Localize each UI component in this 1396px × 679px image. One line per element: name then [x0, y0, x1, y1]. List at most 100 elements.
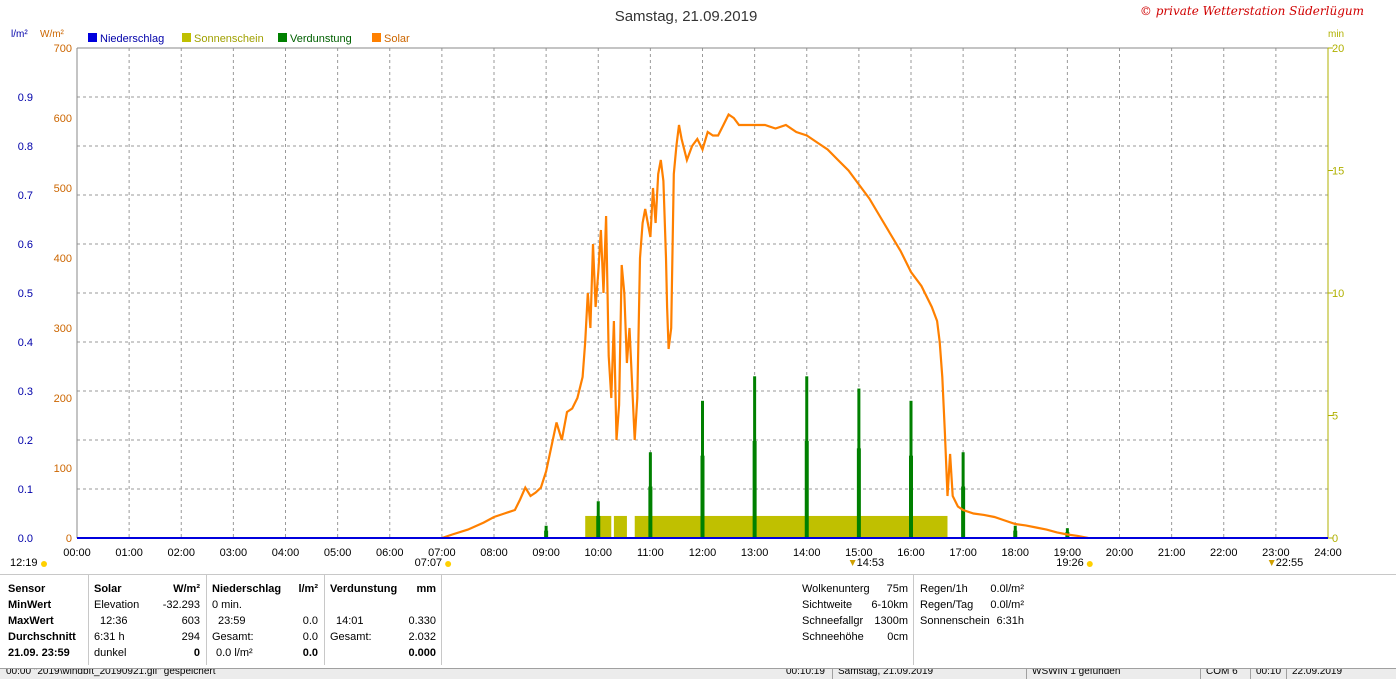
- y-left-tick-label: 0.0: [18, 533, 33, 545]
- legend-swatch: [182, 33, 191, 42]
- rain-value: 0.0: [302, 647, 318, 659]
- evaporation-bar-core: [596, 515, 601, 538]
- x-tick-label: 18:00: [1001, 547, 1029, 559]
- y-left-tick-label: 0.3: [18, 386, 33, 398]
- weather-label: Schneehöhe: [802, 631, 864, 643]
- x-tick-label: 15:00: [845, 547, 873, 559]
- sensor-row: Durchschnitt: [8, 631, 76, 643]
- evaporation-bar-core: [909, 455, 913, 538]
- y-solar-tick-label: 300: [54, 323, 72, 335]
- sun-marker-icon: [41, 561, 47, 567]
- solar-line: [441, 112, 1089, 540]
- sensor-row: MinWert: [8, 599, 52, 611]
- y-solar-tick-label: 500: [54, 183, 72, 195]
- tick-labels: 00:00 01:00 02:00 03:00 04:00 05:00 06:00 07:00…: [18, 43, 1345, 559]
- evaporation-bar-core: [700, 455, 705, 538]
- y-solar-tick-label: 100: [54, 463, 72, 475]
- right-unit: min: [1328, 29, 1344, 40]
- y-right-tick-label: 20: [1332, 43, 1344, 55]
- y-solar-tick-label: 0: [66, 533, 72, 545]
- y-solar-tick-label: 700: [54, 43, 72, 55]
- legend-swatch: [278, 33, 287, 42]
- rainstat-value: 0.0l/m²: [990, 583, 1024, 595]
- y-solar-tick-label: 200: [54, 393, 72, 405]
- evap-column: Verdunstung mm 14:01 0.330 Gesamt: 2.032 0.…: [330, 581, 436, 661]
- solar-column: Solar W/m² Elevation -32.293 12:36 603 6:31…: [94, 581, 200, 661]
- marker-label: 19:26: [1056, 557, 1084, 569]
- x-tick-label: 11:00: [637, 547, 664, 559]
- x-tick-label: 00:00: [63, 547, 91, 559]
- y-left-tick-label: 0.4: [18, 337, 33, 349]
- evap-unit-label: mm: [416, 583, 436, 595]
- sensor-column: Sensor MinWert MaxWert Durchschnitt 21.0…: [8, 581, 88, 661]
- rain-value: 0.0: [302, 615, 318, 627]
- solar-label: 6:31 h: [94, 631, 125, 643]
- rain-unit-label: l/m²: [298, 583, 318, 595]
- weather-value: 6-10km: [871, 599, 908, 611]
- status-port: COM 6: [1206, 668, 1238, 677]
- evaporation-bars: [544, 376, 1070, 538]
- evap-label: Gesamt:: [330, 631, 372, 643]
- evaporation-bar-core: [856, 448, 861, 538]
- time-markers: 12:19 07:07 14:53 19:26 22:55: [10, 557, 1303, 569]
- y-left-tick-label: 0.6: [18, 239, 33, 251]
- rain-column: Niederschlag l/m² 0 min. 23:59 0.0 Gesamt:…: [212, 581, 318, 661]
- weather-value: 0cm: [887, 631, 908, 643]
- y-left-tick-label: 0.1: [18, 484, 33, 496]
- rainstat-value: 6:31h: [996, 615, 1024, 627]
- y-solar-tick-label: 600: [54, 113, 72, 125]
- sensor-title: Sensor: [8, 583, 46, 595]
- sunshine-bar: [613, 515, 627, 538]
- y-left-tick-label: 0.9: [18, 92, 33, 104]
- x-tick-label: 06:00: [376, 547, 404, 559]
- solar-label: Elevation: [94, 599, 140, 611]
- rain-label: 0 min.: [212, 599, 242, 611]
- weather-label: Sichtweite: [802, 599, 853, 611]
- x-tick-label: 12:00: [689, 547, 717, 559]
- status-device: WSWIN 1 gefunden: [1032, 668, 1121, 677]
- x-tick-label: 07:00: [428, 547, 456, 559]
- y-right-tick-label: 0: [1332, 533, 1338, 545]
- legend-label: Sonnenschein: [194, 33, 264, 45]
- rain-label: 23:59: [218, 615, 246, 627]
- x-tick-label: 14:00: [793, 547, 821, 559]
- solar-value: 0: [193, 647, 200, 659]
- legend-label: Niederschlag: [100, 33, 164, 45]
- y-left-tick-label: 0.2: [18, 435, 33, 447]
- x-tick-label: 16:00: [897, 547, 925, 559]
- y-solar-tick-label: 400: [54, 253, 72, 265]
- status-message: 00:00 "2019\windbft_20190921.gif" gespei…: [6, 668, 216, 677]
- sun-marker-icon: [445, 561, 452, 567]
- info-panel: Sensor MinWert MaxWert Durchschnitt 21.0…: [0, 574, 1396, 669]
- x-tick-label: 23:00: [1262, 547, 1290, 559]
- evaporation-bar-core: [544, 530, 549, 538]
- evaporation-bar-core: [1013, 530, 1018, 538]
- axes: [76, 47, 1333, 539]
- solar-value: -32.293: [162, 599, 200, 611]
- rainstat-label: Regen/Tag: [920, 599, 974, 611]
- status-clock: 00:10: [1256, 668, 1282, 677]
- status-today: 22.09.2019: [1292, 668, 1343, 677]
- marker-label: 07:07: [415, 557, 443, 569]
- evap-label: 14:01: [336, 615, 364, 627]
- rainstat-label: Sonnenschein: [920, 615, 990, 627]
- solar-label: dunkel: [94, 647, 127, 659]
- evaporation-bar-core: [752, 440, 757, 538]
- x-tick-label: 20:00: [1106, 547, 1134, 559]
- rainstat-label: Regen/1h: [920, 583, 968, 595]
- evaporation-bar-core: [648, 486, 653, 538]
- rain-label: Gesamt:: [212, 631, 254, 643]
- y-right-tick-label: 5: [1332, 411, 1338, 423]
- rainstats-column: Regen/1h 0.0l/m² Regen/Tag 0.0l/m² Sonnens…: [920, 581, 1024, 629]
- sensor-row: 21.09. 23:59: [8, 647, 70, 659]
- evap-value: 0.000: [408, 647, 436, 659]
- chart-title: Samstag, 21.09.2019: [615, 8, 758, 25]
- status-date: Samstag, 21.09.2019: [838, 668, 934, 677]
- evap-value: 0.330: [408, 615, 436, 627]
- evap-value: 2.032: [408, 631, 436, 643]
- evap-title: Verdunstung: [330, 583, 398, 595]
- x-tick-label: 04:00: [272, 547, 300, 559]
- marker-label: 14:53: [857, 557, 885, 569]
- x-tick-label: 08:00: [480, 547, 508, 559]
- solar-label: 12:36: [100, 615, 128, 627]
